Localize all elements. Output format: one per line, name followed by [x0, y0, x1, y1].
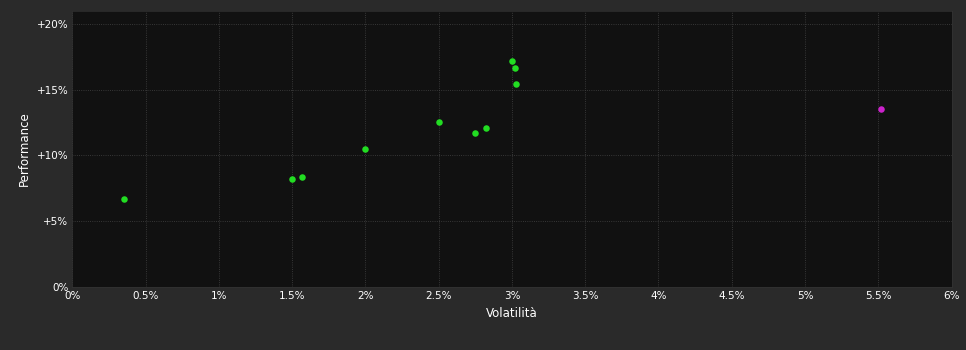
- Point: [504, 58, 520, 63]
- Point: [431, 120, 446, 125]
- Point: [873, 106, 889, 112]
- Point: [284, 176, 299, 182]
- Point: [357, 146, 373, 152]
- Point: [478, 125, 494, 131]
- Y-axis label: Performance: Performance: [18, 111, 31, 186]
- Point: [509, 82, 525, 87]
- Point: [295, 174, 310, 180]
- Point: [116, 196, 131, 202]
- Point: [507, 66, 523, 71]
- Point: [468, 130, 483, 136]
- X-axis label: Volatilità: Volatilità: [486, 307, 538, 320]
